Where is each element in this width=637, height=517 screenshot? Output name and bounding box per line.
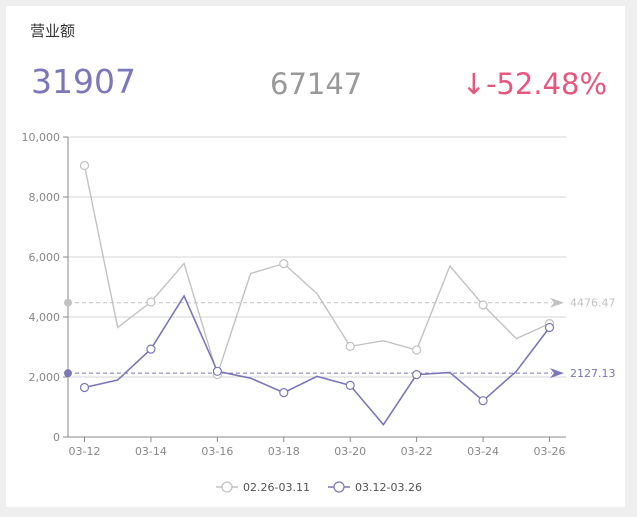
data-point[interactable] — [279, 388, 289, 398]
chart-title: 营业额 — [30, 22, 76, 40]
x-tick-label: 03-18 — [268, 445, 300, 458]
legend-marker[interactable] — [221, 481, 233, 493]
average-line-label: 4476.47 — [570, 297, 616, 310]
data-point[interactable] — [412, 370, 422, 380]
data-point[interactable] — [79, 160, 90, 171]
x-tick-label: 03-16 — [201, 445, 233, 458]
legend-label[interactable]: 03.12-03.26 — [355, 481, 422, 494]
y-tick-label: 0 — [53, 431, 60, 444]
data-point[interactable] — [345, 341, 355, 351]
y-tick-label: 10,000 — [22, 131, 61, 144]
data-point[interactable] — [79, 382, 90, 393]
data-point[interactable] — [412, 345, 422, 355]
data-point[interactable] — [478, 300, 488, 310]
y-tick-label: 8,000 — [29, 191, 61, 204]
average-line-label: 2127.13 — [570, 367, 616, 380]
data-point[interactable] — [478, 396, 488, 406]
average-line-arrow-icon — [550, 297, 564, 308]
data-point[interactable] — [279, 259, 289, 269]
data-point[interactable] — [544, 322, 555, 333]
current-period-line — [84, 294, 551, 427]
y-tick-label: 4,000 — [29, 311, 61, 324]
legend-label[interactable]: 02.26-03.11 — [243, 481, 310, 494]
x-tick-label: 03-26 — [534, 445, 566, 458]
change-percentage: ↓-52.48% — [461, 67, 607, 101]
data-point[interactable] — [146, 297, 156, 307]
legend-marker[interactable] — [333, 481, 345, 493]
average-line-start-marker — [64, 369, 72, 378]
x-tick-label: 03-24 — [467, 445, 499, 458]
data-point[interactable] — [345, 380, 355, 390]
average-line-arrow-icon — [550, 368, 564, 379]
average-line-start-marker — [64, 298, 72, 307]
x-tick-label: 03-14 — [135, 445, 167, 458]
previous-period-line — [83, 165, 550, 377]
data-point[interactable] — [212, 366, 222, 376]
previous-period-total: 67147 — [270, 67, 363, 101]
y-tick-label: 2,000 — [29, 371, 61, 384]
x-tick-label: 03-20 — [334, 445, 366, 458]
y-tick-label: 6,000 — [29, 251, 61, 264]
current-period-total: 31907 — [31, 62, 136, 101]
x-tick-label: 03-22 — [401, 445, 433, 458]
x-tick-label: 03-12 — [69, 445, 101, 458]
data-point[interactable] — [146, 344, 156, 354]
